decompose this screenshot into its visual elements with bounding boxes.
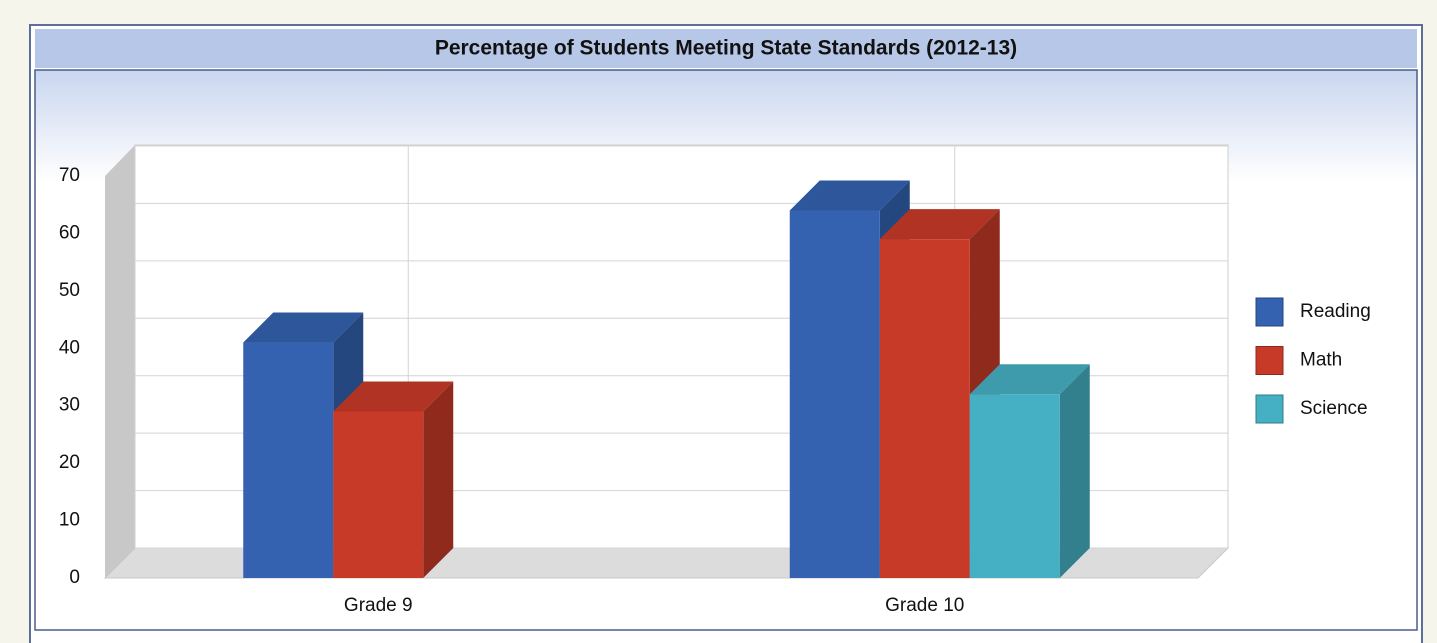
legend-label: Science [1300,398,1368,419]
bar-top [243,312,364,343]
legend-label: Math [1300,350,1342,371]
y-tick-label: 50 [59,280,80,301]
y-tick-label: 20 [59,452,80,473]
left-wall [105,145,135,578]
y-tick-label: 10 [59,510,80,531]
bar [969,394,1060,578]
bar [789,210,880,578]
y-tick-label: 70 [59,165,80,186]
chart-title: Percentage of Students Meeting State Sta… [435,37,1017,60]
bar [243,342,334,578]
legend-label: Reading [1300,301,1371,322]
bar-top [789,180,910,211]
legend-swatch [1255,394,1284,424]
bar-side [423,381,454,578]
bar [879,239,970,578]
y-tick-label: 0 [69,567,80,588]
bar [333,411,424,578]
y-tick-label: 40 [59,337,80,358]
x-tick-label: Grade 10 [885,595,964,616]
y-tick-label: 60 [59,222,80,243]
bar-top [969,364,1090,395]
legend-swatch [1255,297,1284,327]
bar-top [879,209,1000,240]
bar-side [1059,364,1090,578]
bar-top [333,381,454,412]
legend-swatch [1255,346,1284,375]
title-bar [35,29,1417,68]
y-tick-label: 30 [59,395,80,416]
x-tick-label: Grade 9 [344,595,413,616]
